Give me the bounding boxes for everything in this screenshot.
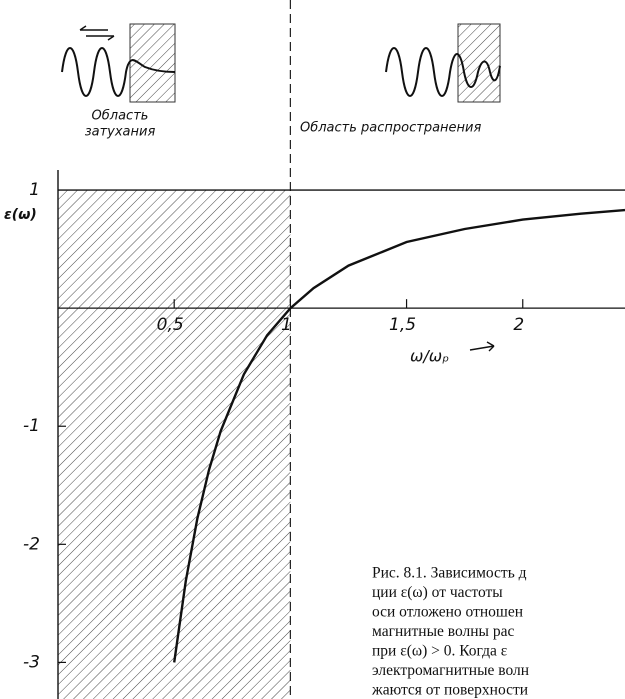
- x-axis-label: ω/ωₚ: [410, 347, 449, 366]
- region-label: затухания: [85, 125, 156, 140]
- region-label: Область: [92, 109, 149, 124]
- y-tick-label: -1: [23, 416, 40, 436]
- caption: Рис. 8.1. Зависимость д ции ε(ω) от часто…: [371, 565, 529, 699]
- curve: [173, 208, 625, 663]
- x-tick-label: 1,5: [389, 315, 416, 335]
- caption-line: ции ε(ω) от частоты: [372, 584, 503, 601]
- wave-illustrations: [61, 23, 501, 103]
- axis-arrow: [469, 341, 495, 352]
- x-tick-label: 1: [281, 315, 292, 335]
- caption-line: Рис. 8.1. Зависимость д: [372, 565, 527, 582]
- caption-line: магнитные волны рас: [372, 623, 514, 640]
- x-tick-label: 2: [513, 315, 524, 335]
- y-axis-label: ε(ω): [4, 207, 37, 223]
- y-tick-label: -2: [23, 534, 40, 554]
- x-tick-label: 0,5: [157, 315, 184, 335]
- caption-line: жаются от поверхности: [371, 682, 528, 699]
- caption-line: оси отложено отношен: [372, 604, 523, 621]
- caption-line: электромагнитные волн: [372, 662, 529, 679]
- y-tick-label: -3: [23, 652, 40, 672]
- damping-region: [58, 190, 291, 699]
- region-label: Область распространения: [300, 121, 481, 136]
- caption-line: при ε(ω) > 0. Когда ε: [372, 643, 508, 660]
- y-tick-label: 1: [29, 180, 40, 200]
- plot: 1 -1 -2 -3 0,5 1 1,5 2: [23, 0, 625, 699]
